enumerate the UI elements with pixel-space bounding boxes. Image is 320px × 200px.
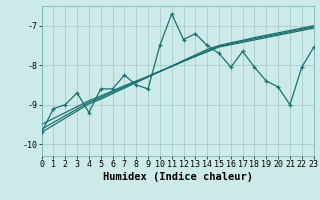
- X-axis label: Humidex (Indice chaleur): Humidex (Indice chaleur): [103, 172, 252, 182]
